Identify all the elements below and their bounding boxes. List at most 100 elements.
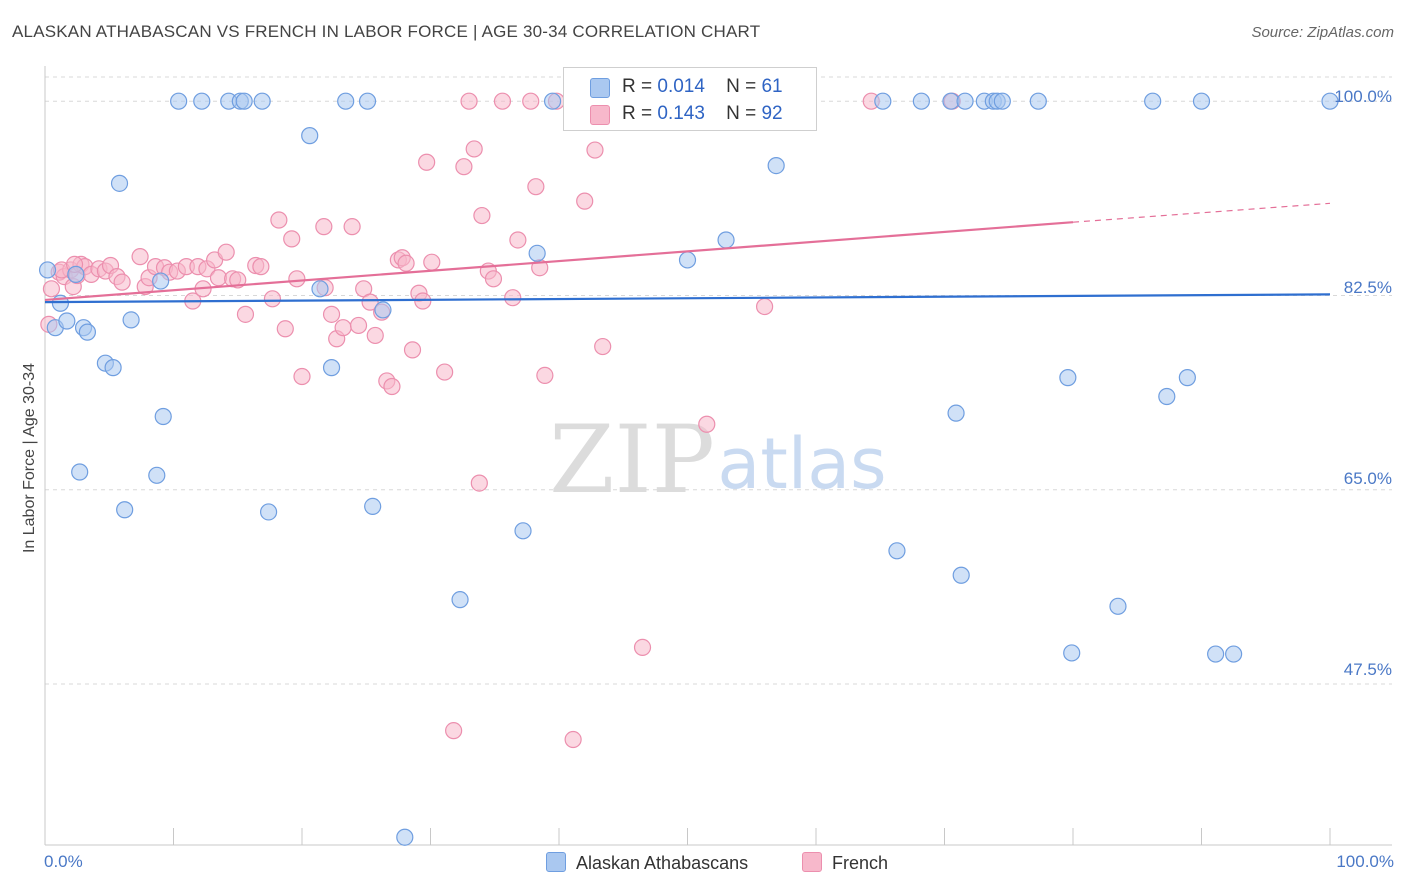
french-point — [536, 366, 554, 385]
athabascan-point — [874, 92, 892, 110]
x-tick-label: 0.0% — [44, 852, 83, 871]
french-point — [229, 271, 247, 289]
athabascan-point — [193, 92, 211, 110]
athabascan-point — [678, 251, 697, 269]
athabascan-point — [1158, 387, 1176, 406]
french-point — [334, 319, 352, 337]
athabascan-point — [58, 312, 76, 330]
athabascan-point — [543, 92, 562, 110]
french-point — [509, 231, 527, 249]
french-point — [283, 230, 301, 248]
french-point — [493, 92, 512, 110]
french-point — [473, 206, 491, 225]
athabascan-point — [122, 311, 140, 329]
french-point — [418, 153, 436, 171]
athabascan-point — [152, 272, 170, 290]
athabascan-point — [235, 92, 253, 110]
french-point — [436, 363, 454, 381]
french-point — [217, 243, 235, 261]
athabascan-point — [170, 92, 188, 110]
french-point — [349, 316, 368, 335]
legend-item-athabascans: Alaskan Athabascans — [546, 852, 748, 874]
french-point — [504, 289, 522, 307]
stats-legend-row-pink: R = 0.143 N = 92 — [564, 101, 816, 129]
french-point — [445, 722, 463, 740]
watermark-atlas: atlas — [717, 423, 886, 505]
athabascan-point — [1063, 644, 1081, 662]
french-point — [397, 254, 415, 272]
french-point — [633, 638, 652, 656]
french-point — [455, 158, 473, 176]
french-point — [322, 305, 341, 323]
athabascan-point — [71, 463, 89, 481]
stats-legend-row-blue: R = 0.014 N = 61 — [564, 74, 816, 102]
trend-lines — [44, 202, 1331, 304]
french-point — [414, 292, 432, 310]
french-point — [383, 377, 401, 396]
athabascan-point — [1144, 92, 1162, 110]
athabascan-point — [116, 501, 134, 519]
athabascan-point — [337, 92, 355, 110]
blue-n-value: 61 — [761, 76, 783, 97]
athabascan-point — [396, 828, 414, 846]
french-point — [113, 273, 131, 291]
athabascan-point — [1059, 369, 1077, 387]
athabascan-point — [1192, 92, 1211, 110]
french-point — [470, 474, 488, 492]
n-label: N = — [726, 76, 757, 97]
french-point — [209, 269, 228, 287]
athabascan-point — [514, 522, 532, 540]
r-label: R = — [622, 76, 653, 97]
french-point — [755, 297, 774, 316]
athabascan-point — [1225, 645, 1243, 663]
athabascan-point — [952, 566, 970, 584]
athabascan-point — [993, 92, 1011, 110]
y-tick-label: 82.5% — [1343, 278, 1392, 297]
french-point — [576, 192, 594, 210]
y-axis-label: In Labor Force | Age 30-34 — [21, 362, 38, 554]
athabascan-point — [374, 301, 392, 319]
athabascan-trend-line — [44, 293, 1331, 304]
y-tick-label: 65.0% — [1343, 469, 1392, 488]
athabascan-point — [1029, 92, 1047, 110]
french-point — [131, 248, 149, 266]
athabascan-point — [301, 127, 319, 145]
n-label: N = — [726, 103, 757, 124]
athabascan-point — [78, 323, 97, 341]
athabascan-point — [253, 92, 271, 110]
french-point — [594, 337, 612, 356]
athabascan-point — [311, 280, 329, 298]
athabascan-point — [110, 174, 129, 192]
athabascan-points — [38, 92, 1339, 846]
french-points — [40, 92, 961, 749]
pink-n-value: 92 — [761, 103, 783, 124]
athabascan-point — [947, 404, 965, 422]
french-point — [343, 218, 361, 236]
french-point — [423, 253, 441, 271]
french-point — [236, 305, 255, 323]
french-point — [460, 92, 478, 110]
french-point — [293, 367, 311, 386]
french-point — [361, 293, 379, 311]
source-label: Source: ZipAtlas.com — [1251, 24, 1394, 41]
athabascan-point — [148, 466, 166, 484]
french-point — [698, 415, 716, 433]
blue-swatch — [546, 852, 566, 872]
french-point — [42, 280, 61, 298]
athabascan-point — [322, 359, 341, 377]
french-point — [252, 258, 270, 276]
pink-r-value: 0.143 — [657, 103, 705, 124]
athabascan-point — [104, 359, 122, 377]
athabascan-point — [67, 265, 85, 283]
athabascan-point — [888, 542, 906, 560]
athabascan-point — [956, 92, 974, 110]
stats-legend: R = 0.014 N = 61 R = 0.143 N = 92 — [563, 67, 817, 131]
athabascan-point — [767, 156, 785, 175]
legend-item-french: French — [802, 852, 888, 874]
athabascan-point — [1109, 597, 1127, 615]
french-trend-extension — [1072, 202, 1331, 223]
athabascan-point — [1207, 645, 1225, 663]
axes — [44, 66, 1392, 846]
athabascan-point — [528, 244, 546, 262]
